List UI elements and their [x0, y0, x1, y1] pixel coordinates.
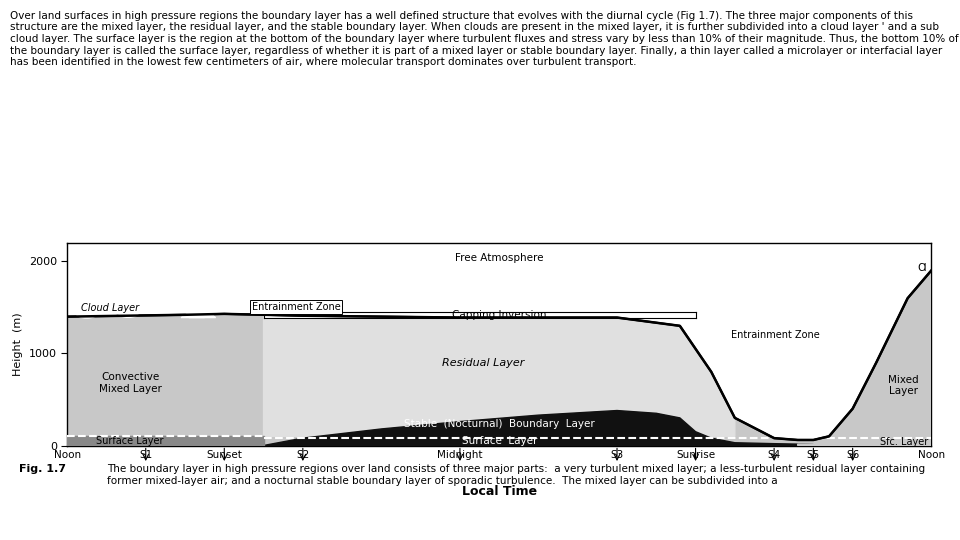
Text: Sfc. Layer: Sfc. Layer — [879, 437, 927, 447]
Text: Fig. 1.7: Fig. 1.7 — [19, 464, 66, 475]
Text: Surface Layer: Surface Layer — [96, 436, 164, 446]
X-axis label: Local Time: Local Time — [462, 485, 537, 498]
Ellipse shape — [98, 307, 118, 316]
Text: Convective
Mixed Layer: Convective Mixed Layer — [99, 372, 161, 394]
Text: Mixed
Layer: Mixed Layer — [888, 375, 919, 396]
Text: Surface  Layer: Surface Layer — [462, 436, 537, 446]
Polygon shape — [181, 310, 204, 318]
Text: Residual Layer: Residual Layer — [443, 357, 525, 368]
Text: Free Atmosphere: Free Atmosphere — [455, 253, 543, 263]
Text: Over land surfaces in high pressure regions the boundary layer has a well define: Over land surfaces in high pressure regi… — [10, 11, 958, 67]
Text: The boundary layer in high pressure regions over land consists of three major pa: The boundary layer in high pressure regi… — [107, 464, 924, 486]
Text: Entrainment Zone: Entrainment Zone — [252, 302, 341, 313]
Text: Entrainment Zone: Entrainment Zone — [731, 330, 820, 340]
Text: Cloud Layer: Cloud Layer — [82, 303, 139, 313]
Text: Capping Inversion: Capping Inversion — [452, 310, 546, 320]
Polygon shape — [264, 410, 813, 445]
Text: Ɑ: Ɑ — [918, 263, 926, 273]
Polygon shape — [67, 436, 264, 446]
Polygon shape — [189, 307, 216, 318]
Polygon shape — [67, 243, 931, 440]
Y-axis label: Height  (m): Height (m) — [13, 313, 23, 376]
Polygon shape — [264, 315, 734, 436]
Ellipse shape — [76, 308, 98, 318]
Text: Stable  (Nocturnal)  Boundary  Layer: Stable (Nocturnal) Boundary Layer — [404, 420, 594, 429]
Polygon shape — [264, 312, 696, 319]
Ellipse shape — [118, 308, 138, 318]
Polygon shape — [798, 271, 931, 446]
